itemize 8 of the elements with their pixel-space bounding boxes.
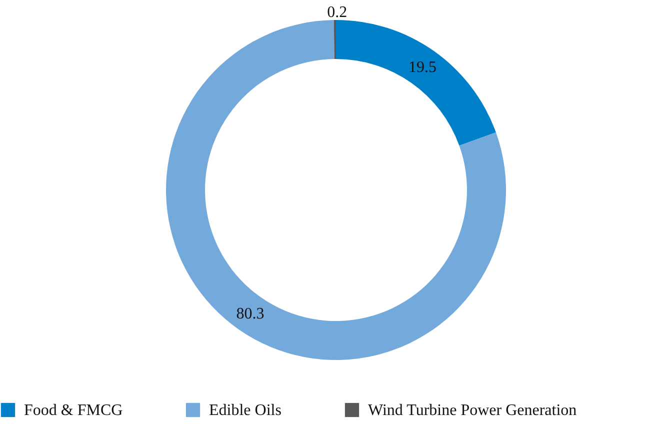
donut-slice xyxy=(166,20,506,360)
data-label: 80.3 xyxy=(236,306,264,323)
data-label: 19.5 xyxy=(408,58,437,76)
legend-label: Food & FMCG xyxy=(24,402,124,419)
data-label: 0.2 xyxy=(327,4,348,22)
legend-label: Edible Oils xyxy=(209,402,282,419)
legend-label: Wind Turbine Power Generation xyxy=(368,402,577,419)
donut-slice xyxy=(336,20,496,146)
